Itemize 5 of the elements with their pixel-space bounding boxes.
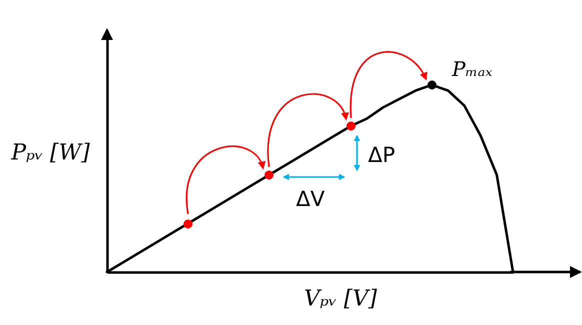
x-axis-title: Vₚᵥ [V] — [304, 286, 378, 312]
y-axis-title: Pₚᵥ [W] — [10, 140, 90, 166]
annotation: ΔV — [296, 187, 326, 211]
text: Pₘₐₓ — [451, 57, 492, 81]
annotation: ΔP — [368, 143, 396, 167]
